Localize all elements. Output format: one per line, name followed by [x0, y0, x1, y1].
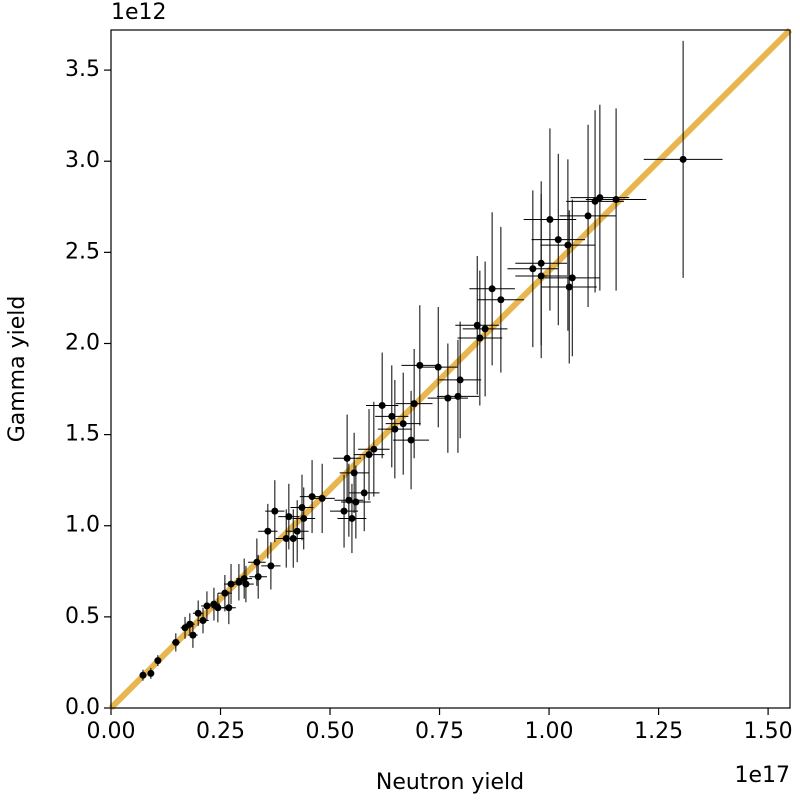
point — [194, 609, 202, 617]
point — [584, 212, 592, 220]
x-tick-label: 1.50 — [744, 719, 793, 744]
point — [181, 624, 189, 632]
point — [378, 401, 386, 409]
point — [345, 496, 353, 504]
point — [293, 527, 301, 535]
point — [568, 274, 576, 282]
point — [391, 425, 399, 433]
point — [360, 489, 368, 497]
y-offset-label: 1e12 — [111, 0, 167, 25]
point — [264, 527, 272, 535]
point — [473, 321, 481, 329]
point — [456, 376, 464, 384]
point — [343, 454, 351, 462]
point — [225, 604, 233, 612]
point — [199, 617, 207, 625]
y-tick-label: 1.0 — [65, 513, 100, 538]
x-tick-label: 1.00 — [525, 719, 574, 744]
point — [318, 494, 326, 502]
point — [679, 155, 687, 163]
point — [546, 216, 554, 224]
point — [564, 241, 572, 249]
point — [554, 236, 562, 244]
point — [388, 412, 396, 420]
point — [434, 363, 442, 371]
point — [154, 657, 162, 665]
point — [203, 602, 211, 610]
point — [365, 451, 373, 459]
point — [612, 196, 620, 203]
point — [308, 493, 316, 501]
point — [370, 445, 378, 453]
point — [139, 671, 147, 679]
y-tick-label: 0.0 — [65, 695, 100, 720]
point — [253, 558, 261, 566]
y-tick-label: 3.0 — [65, 148, 100, 173]
x-tick-label: 0.75 — [415, 719, 464, 744]
x-offset-label: 1e17 — [734, 763, 790, 788]
point — [298, 504, 306, 512]
y-tick-label: 1.5 — [65, 422, 100, 447]
point — [348, 514, 356, 522]
x-axis-label: Neutron yield — [376, 770, 524, 795]
x-tick-label: 0.50 — [306, 719, 355, 744]
point — [242, 580, 250, 588]
point — [189, 631, 197, 639]
point — [416, 361, 424, 369]
point — [399, 420, 407, 428]
point — [221, 589, 229, 597]
y-tick-label: 2.5 — [65, 239, 100, 264]
point — [172, 638, 180, 646]
x-tick-label: 1.25 — [634, 719, 683, 744]
point — [481, 325, 489, 333]
point — [186, 620, 194, 628]
y-tick-label: 0.5 — [65, 604, 100, 629]
y-tick-label: 3.5 — [65, 57, 100, 82]
point — [529, 265, 537, 273]
point — [488, 285, 496, 293]
point — [350, 469, 358, 477]
point — [444, 394, 452, 402]
y-tick-label: 2.0 — [65, 330, 100, 355]
point — [565, 283, 573, 291]
plot-frame — [110, 29, 791, 709]
point — [537, 272, 545, 280]
point — [410, 400, 418, 408]
y-axis-label: Gamma yield — [5, 296, 30, 443]
point — [267, 562, 275, 570]
point — [352, 498, 360, 506]
x-tick-label: 0.00 — [87, 719, 136, 744]
point — [340, 507, 348, 515]
point — [254, 573, 262, 581]
point — [285, 513, 293, 521]
point — [596, 194, 604, 202]
point — [497, 296, 505, 304]
point — [147, 669, 155, 677]
point — [214, 604, 222, 612]
point — [289, 535, 297, 542]
x-tick-label: 0.25 — [196, 719, 245, 744]
point — [227, 580, 235, 588]
point — [476, 334, 484, 342]
point — [407, 436, 415, 444]
point — [271, 507, 279, 515]
point — [300, 514, 308, 522]
